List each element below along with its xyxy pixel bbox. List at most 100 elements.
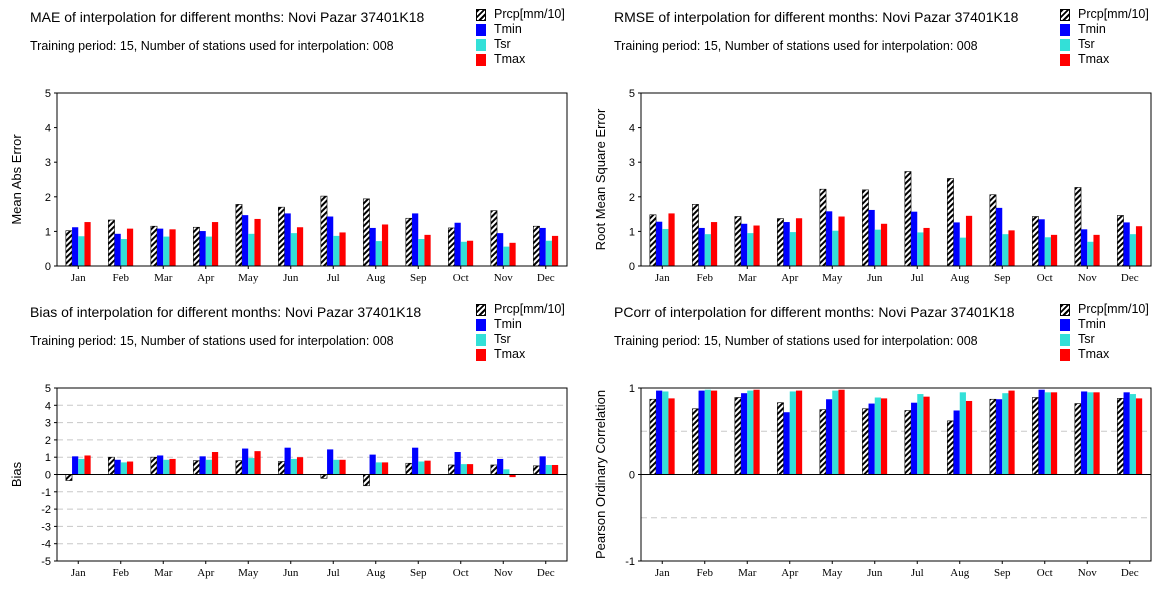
x-tick-label: Apr (197, 567, 214, 579)
bar-tsr-mar (163, 459, 170, 475)
bar-tmin-mar (157, 228, 164, 266)
y-tick-label: 2 (629, 192, 635, 204)
x-tick-label: Jul (327, 567, 340, 579)
bar-tmax-jul (339, 459, 346, 475)
blue-swatch-icon (1060, 318, 1070, 331)
bar-prcpmm-nov (1074, 187, 1082, 267)
bar-tsr-jun (874, 229, 881, 266)
red-swatch-icon (476, 53, 486, 66)
y-tick-label: -2 (41, 504, 51, 516)
legend-label: Tmax (494, 347, 526, 361)
bar-prcpmm-oct (1032, 397, 1039, 475)
bar-tsr-mar (163, 236, 170, 266)
bar-tmin-nov (497, 233, 504, 266)
x-tick-label: Nov (1078, 272, 1097, 284)
bar-tmax-jun (880, 223, 888, 266)
legend-label: Tmin (494, 317, 522, 331)
bar-tsr-aug (375, 462, 382, 475)
bar-tmax-mar (169, 229, 176, 266)
bar-prcpmm-apr (777, 402, 784, 475)
y-tick-label: 1 (629, 383, 635, 395)
bar-tmin-feb (698, 390, 705, 475)
legend-item-tsr: Tsr (476, 37, 565, 52)
bar-tmin-nov (497, 458, 504, 475)
bar-tmin-dec (539, 227, 546, 266)
bar-tmax-nov (1093, 234, 1100, 266)
bar-tsr-dec (1129, 394, 1136, 475)
bar-tmin-oct (1038, 389, 1045, 475)
x-tick-label: Nov (494, 567, 513, 579)
bar-tsr-oct (1044, 237, 1051, 266)
legend-item-prcp: Prcp[mm/10] (476, 7, 565, 22)
bar-tsr-sep (418, 239, 425, 266)
bar-tmax-sep (424, 460, 431, 475)
bar-prcpmm-nov (490, 210, 498, 267)
y-tick-label: 1 (629, 226, 635, 238)
bar-prcpmm-aug (947, 178, 954, 267)
y-tick-label: -4 (41, 539, 51, 551)
chart-plot: Jan Feb Mar Apr May Jun Jul Aug Sep Oct Nov Dec -5 -4… (9, 383, 568, 579)
cyan-swatch-icon (1060, 333, 1070, 346)
legend-label: Tmax (1078, 52, 1110, 66)
legend-label: Tmin (1078, 317, 1106, 331)
bar-tsr-mar (747, 390, 754, 475)
legend-label: Tmin (1078, 22, 1106, 36)
bar-tsr-nov (503, 246, 510, 266)
hatch-swatch-icon (1060, 303, 1070, 316)
x-tick-label: Jan (71, 272, 86, 284)
bar-tmax-oct (466, 240, 474, 266)
legend-label: Tmax (1078, 347, 1110, 361)
y-tick-label: 4 (629, 123, 635, 135)
bar-tsr-apr (205, 236, 212, 266)
bar-tmax-apr (211, 452, 219, 475)
y-axis-label: Bias (9, 461, 24, 487)
legend-label: Prcp[mm/10] (1078, 302, 1149, 316)
hatch-swatch-icon (476, 303, 486, 316)
bar-tmin-mar (741, 223, 748, 266)
y-tick-label: 1 (45, 226, 51, 238)
x-tick-label: Apr (781, 567, 798, 579)
chart-title: PCorr of interpolation for different mon… (614, 304, 1015, 320)
x-tick-label: Mar (738, 567, 757, 579)
bar-tsr-nov (1087, 241, 1094, 266)
chart-legend: Prcp[mm/10] Tmin Tsr Tmax (476, 302, 565, 362)
bar-prcpmm-dec (1117, 215, 1124, 267)
legend-item-tmax: Tmax (1060, 52, 1149, 67)
bar-tmin-jun (868, 403, 875, 475)
x-tick-label: Sep (410, 272, 427, 284)
y-tick-label: 3 (629, 157, 635, 169)
bar-tsr-nov (503, 469, 510, 475)
chart-legend: Prcp[mm/10] Tmin Tsr Tmax (1060, 7, 1149, 67)
bar-tmax-apr (795, 390, 803, 475)
legend-label: Prcp[mm/10] (494, 7, 565, 21)
bar-tmin-feb (698, 227, 705, 266)
bar-tmax-nov (509, 474, 516, 478)
x-tick-label: May (238, 272, 259, 284)
bar-tmin-may (242, 215, 249, 266)
bar-tsr-dec (1129, 234, 1136, 266)
chart-title: MAE of interpolation for different month… (30, 9, 425, 25)
bar-prcpmm-mar (734, 397, 742, 475)
bar-tmin-dec (1123, 392, 1130, 475)
bar-tmax-jul (923, 396, 930, 475)
legend-item-prcp: Prcp[mm/10] (1060, 302, 1149, 317)
y-tick-label: 5 (629, 88, 635, 100)
bar-tmin-feb (114, 233, 121, 266)
bar-tmax-jan (84, 222, 91, 266)
bar-tmax-may (838, 216, 845, 266)
y-tick-label: 1 (45, 452, 51, 464)
bar-prcpmm-mar (150, 456, 158, 475)
bar-prcpmm-jun (278, 206, 285, 267)
bar-prcpmm-feb (692, 204, 699, 267)
bar-tsr-jan (662, 228, 669, 266)
x-tick-label: Jan (655, 272, 670, 284)
bar-tsr-jul (917, 232, 924, 266)
bar-prcpmm-dec (1117, 398, 1124, 475)
x-tick-label: Jul (327, 272, 340, 284)
bar-tmin-sep (996, 399, 1003, 475)
bar-tmax-may (254, 218, 261, 266)
legend-item-tmax: Tmax (476, 347, 565, 362)
chart-subtitle: Training period: 15, Number of stations … (30, 334, 394, 348)
bar-tmin-jun (284, 213, 291, 266)
bar-tsr-jun (290, 458, 297, 475)
